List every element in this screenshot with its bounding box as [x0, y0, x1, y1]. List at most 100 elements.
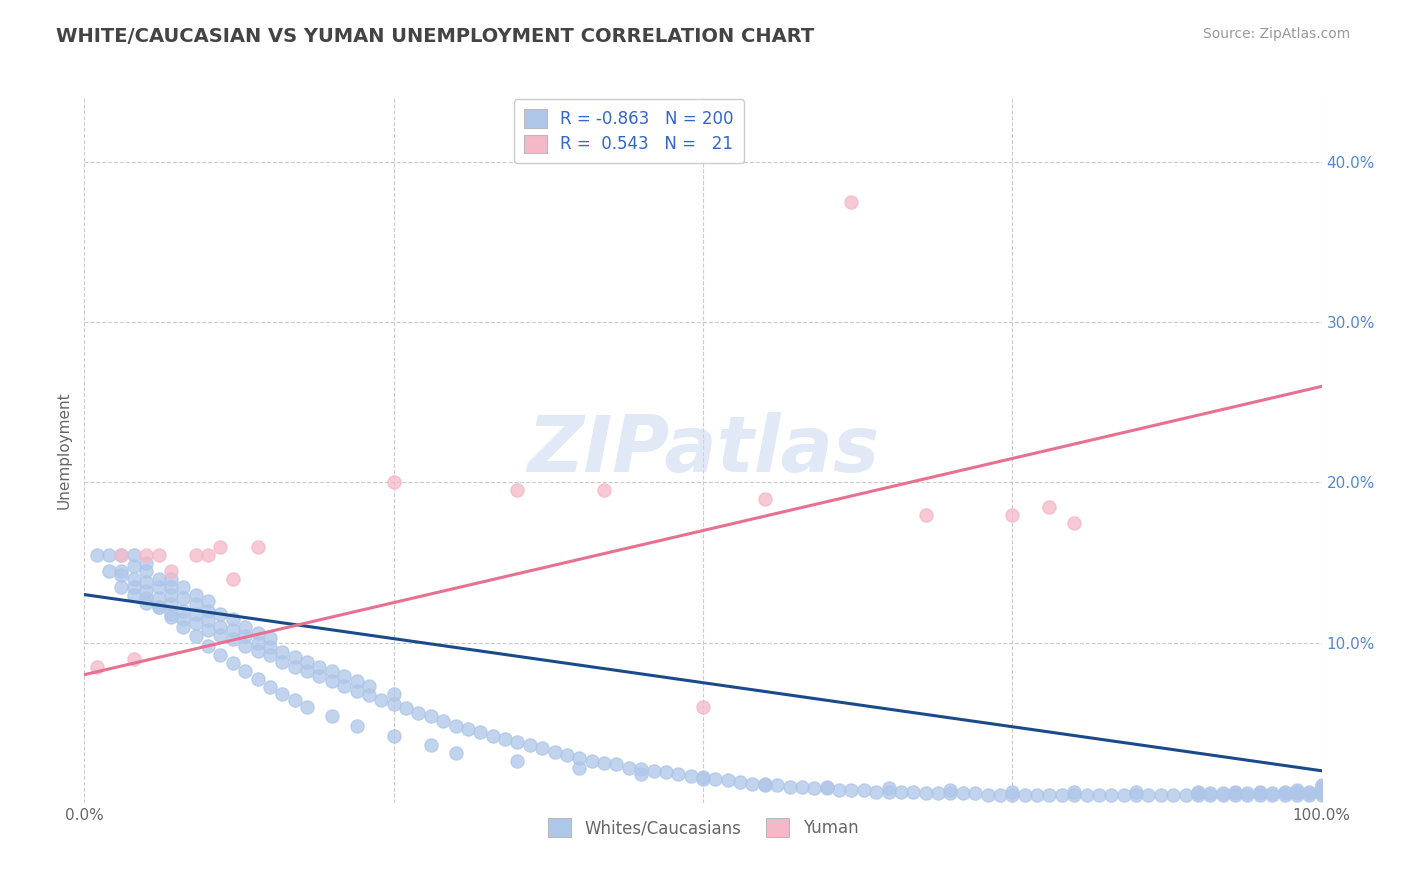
- Point: [1236, 786, 1258, 800]
- Point: [1285, 786, 1308, 800]
- Text: ZIPatlas: ZIPatlas: [527, 412, 879, 489]
- Point: [197, 548, 219, 562]
- Point: [754, 778, 776, 792]
- Point: [197, 594, 219, 608]
- Point: [172, 591, 194, 605]
- Point: [148, 548, 170, 562]
- Point: [593, 483, 616, 498]
- Point: [754, 776, 776, 790]
- Point: [284, 650, 307, 665]
- Point: [135, 596, 157, 610]
- Point: [148, 580, 170, 594]
- Point: [148, 600, 170, 615]
- Point: [692, 770, 714, 784]
- Point: [1001, 788, 1024, 802]
- Point: [1026, 788, 1049, 802]
- Point: [1285, 788, 1308, 802]
- Point: [122, 572, 145, 586]
- Point: [779, 780, 801, 794]
- Point: [333, 679, 356, 693]
- Point: [321, 674, 343, 689]
- Point: [1063, 784, 1085, 798]
- Point: [184, 607, 207, 621]
- Point: [246, 635, 269, 649]
- Point: [246, 540, 269, 554]
- Point: [184, 588, 207, 602]
- Point: [370, 693, 392, 707]
- Point: [666, 767, 689, 781]
- Point: [122, 651, 145, 665]
- Point: [222, 657, 245, 671]
- Point: [939, 786, 962, 800]
- Point: [246, 643, 269, 657]
- Point: [617, 760, 640, 774]
- Point: [333, 669, 356, 683]
- Point: [135, 584, 157, 599]
- Point: [233, 639, 256, 653]
- Point: [605, 757, 627, 772]
- Point: [1298, 786, 1320, 800]
- Point: [914, 508, 936, 522]
- Point: [741, 776, 763, 790]
- Point: [308, 659, 330, 673]
- Point: [209, 607, 232, 621]
- Point: [122, 588, 145, 602]
- Point: [1161, 788, 1184, 802]
- Point: [110, 564, 132, 578]
- Point: [246, 673, 269, 687]
- Point: [321, 709, 343, 723]
- Point: [382, 475, 405, 490]
- Point: [1112, 788, 1135, 802]
- Point: [1274, 784, 1296, 798]
- Point: [408, 706, 430, 720]
- Point: [506, 754, 529, 768]
- Point: [1285, 784, 1308, 798]
- Point: [395, 701, 418, 715]
- Point: [382, 729, 405, 743]
- Point: [1285, 783, 1308, 797]
- Point: [321, 665, 343, 679]
- Point: [233, 665, 256, 679]
- Point: [160, 588, 183, 602]
- Point: [1223, 784, 1246, 798]
- Point: [470, 725, 492, 739]
- Point: [1174, 788, 1197, 802]
- Point: [728, 775, 751, 789]
- Point: [222, 612, 245, 626]
- Point: [110, 568, 132, 582]
- Point: [1076, 788, 1098, 802]
- Point: [506, 735, 529, 749]
- Point: [148, 572, 170, 586]
- Point: [222, 572, 245, 586]
- Point: [803, 781, 825, 796]
- Point: [1050, 788, 1073, 802]
- Point: [135, 564, 157, 578]
- Point: [308, 669, 330, 683]
- Point: [704, 772, 727, 786]
- Point: [1310, 788, 1333, 802]
- Point: [1298, 788, 1320, 802]
- Point: [197, 623, 219, 637]
- Point: [1137, 788, 1160, 802]
- Point: [1187, 784, 1209, 798]
- Point: [1249, 784, 1271, 798]
- Point: [841, 195, 863, 210]
- Point: [568, 760, 591, 774]
- Point: [1310, 781, 1333, 796]
- Point: [1212, 786, 1234, 800]
- Point: [295, 699, 318, 714]
- Point: [86, 548, 108, 562]
- Point: [284, 693, 307, 707]
- Point: [519, 738, 541, 752]
- Point: [172, 604, 194, 618]
- Point: [1063, 516, 1085, 530]
- Point: [890, 784, 912, 798]
- Point: [903, 784, 925, 798]
- Point: [815, 780, 838, 794]
- Point: [160, 610, 183, 624]
- Point: [965, 786, 987, 800]
- Point: [828, 783, 851, 797]
- Point: [494, 731, 516, 746]
- Point: [506, 483, 529, 498]
- Point: [1125, 788, 1147, 802]
